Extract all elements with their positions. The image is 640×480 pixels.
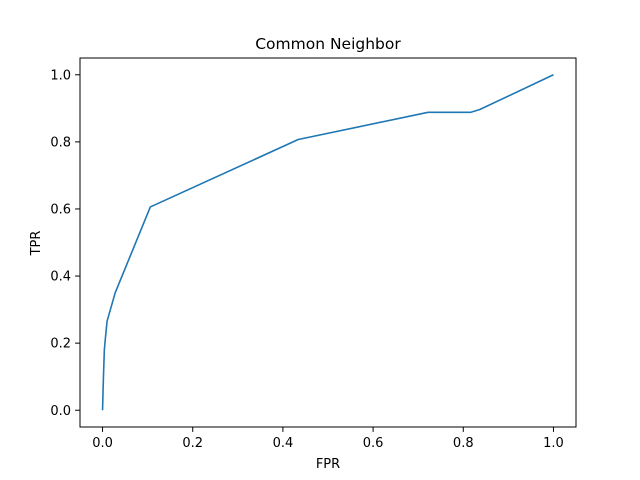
y-tick-label: 0.4 <box>50 270 71 285</box>
y-tick-label: 0.2 <box>50 337 71 352</box>
axes-frame <box>79 57 577 428</box>
x-axis: 0.0 0.2 0.4 0.6 0.8 1.0 <box>92 427 564 451</box>
roc-curve-line <box>101 74 554 411</box>
y-axis-title: TPR <box>29 231 44 257</box>
y-tick-label: 0.6 <box>50 203 71 218</box>
x-tick-label: 0.4 <box>273 436 294 451</box>
x-tick-label: 0.8 <box>453 436 474 451</box>
x-axis-title: FPR <box>316 457 340 472</box>
y-axis: 0.0 0.2 0.4 0.6 0.8 1.0 <box>50 68 80 419</box>
chart-title: Common Neighbor <box>255 35 401 53</box>
x-tick-label: 0.6 <box>363 436 384 451</box>
plot-area <box>101 74 554 411</box>
y-tick-label: 1.0 <box>50 68 71 83</box>
y-tick-label: 0.8 <box>50 135 71 150</box>
x-tick-label: 0.0 <box>92 436 113 451</box>
y-tick-label: 0.0 <box>50 404 71 419</box>
x-tick-label: 1.0 <box>543 436 564 451</box>
x-tick-label: 0.2 <box>182 436 203 451</box>
